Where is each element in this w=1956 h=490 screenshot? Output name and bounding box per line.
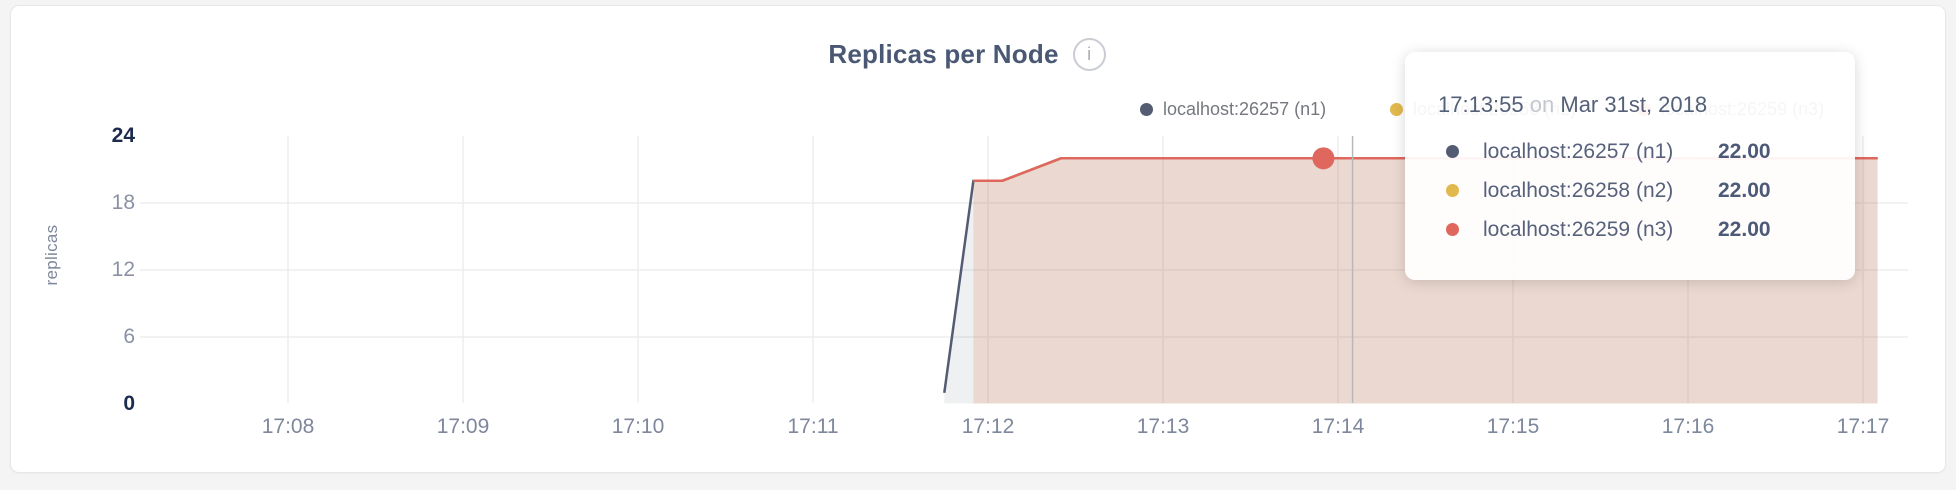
tooltip-row-n3: localhost:26259 (n3) 22.00 — [1405, 210, 1855, 249]
hover-point[interactable] — [1312, 147, 1335, 170]
tooltip-series-name: localhost:26257 (n1) — [1483, 139, 1674, 163]
tooltip-rows: localhost:26257 (n1) 22.00 localhost:26258… — [1405, 132, 1855, 249]
x-tick-label: 17:08 — [261, 415, 315, 438]
legend-item-label: localhost:26257 (n1) — [1163, 99, 1327, 119]
tooltip-series-value: 22.00 — [1718, 178, 1771, 202]
tooltip-conjunction: on — [1529, 92, 1555, 117]
tooltip-series-value: 22.00 — [1718, 217, 1771, 241]
tooltip-series-name: localhost:26259 (n3) — [1483, 217, 1674, 241]
tooltip-series-value: 22.00 — [1718, 139, 1771, 163]
legend-dot-icon — [1390, 103, 1403, 116]
x-tick-label: 17:17 — [1836, 415, 1890, 438]
series-dot-icon — [1446, 145, 1459, 158]
x-tick-label: 17:10 — [611, 415, 665, 438]
legend-dot-icon — [1140, 103, 1153, 116]
legend-item-n1[interactable]: localhost:26257 (n1) — [1140, 99, 1326, 120]
x-tick-label: 17:15 — [1486, 415, 1540, 438]
hover-tooltip: 17:13:55 on Mar 31st, 2018 localhost:262… — [1405, 52, 1855, 280]
tooltip-time: 17:13:55 — [1438, 92, 1524, 117]
y-tick-label: 12 — [111, 258, 135, 281]
tooltip-series-name: localhost:26258 (n2) — [1483, 178, 1674, 202]
chart-title: Replicas per Node — [828, 39, 1059, 69]
tooltip-row-n2: localhost:26258 (n2) 22.00 — [1405, 171, 1855, 210]
y-tick-label: 24 — [111, 124, 135, 147]
y-tick-label: 18 — [111, 191, 135, 214]
y-tick-label: 0 — [123, 392, 135, 415]
info-icon[interactable]: i — [1072, 38, 1106, 71]
tooltip-date: Mar 31st, 2018 — [1560, 92, 1708, 117]
tooltip-header: 17:13:55 on Mar 31st, 2018 — [1438, 90, 1855, 120]
series-dot-icon — [1446, 223, 1459, 236]
y-tick-label: 6 — [123, 325, 135, 348]
x-tick-label: 17:16 — [1661, 415, 1715, 438]
x-tick-label: 17:09 — [436, 415, 490, 438]
x-tick-label: 17:12 — [961, 415, 1015, 438]
x-tick-label: 17:13 — [1136, 415, 1190, 438]
x-tick-label: 17:11 — [787, 415, 839, 438]
tooltip-row-n1: localhost:26257 (n1) 22.00 — [1405, 132, 1855, 171]
series-dot-icon — [1446, 184, 1459, 197]
x-tick-label: 17:14 — [1311, 415, 1365, 438]
